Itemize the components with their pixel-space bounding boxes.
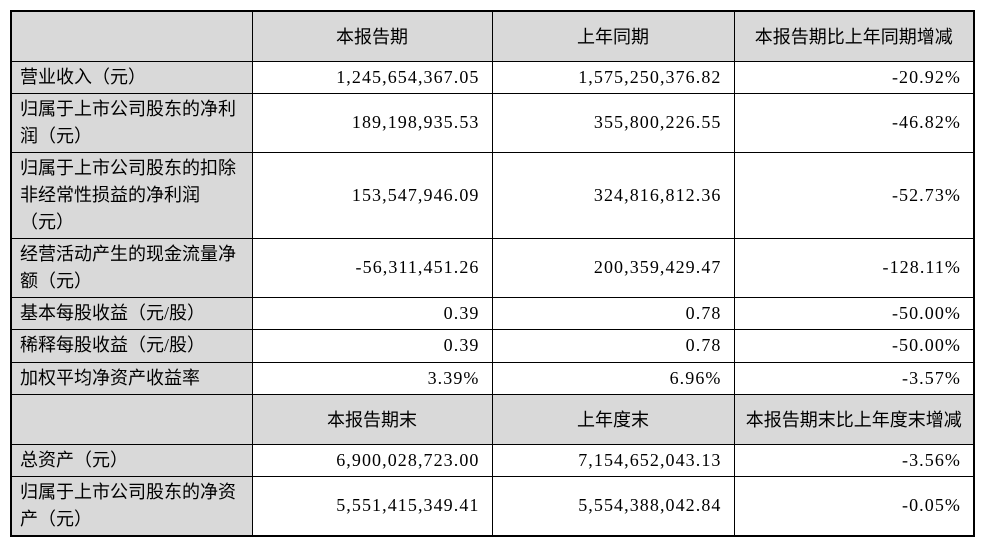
table-row-net-assets: 归属于上市公司股东的净资产（元） 5,551,415,349.41 5,554,…: [10, 475, 975, 536]
value-change: -46.82%: [733, 92, 975, 153]
value-change: -50.00%: [733, 328, 975, 363]
table-row-basic-eps: 基本每股收益（元/股） 0.39 0.78 -50.00%: [10, 296, 975, 330]
column-header-empty: [10, 393, 253, 445]
value-current: 153,547,946.09: [251, 151, 493, 239]
value-change: -3.56%: [733, 443, 975, 477]
value-current: 189,198,935.53: [251, 92, 493, 153]
value-change: -3.57%: [733, 361, 975, 395]
value-current: 3.39%: [251, 361, 493, 395]
value-prior: 6.96%: [491, 361, 735, 395]
column-header-current-period-end: 本报告期末: [251, 393, 493, 445]
column-header-prior-year-end: 上年度末: [491, 393, 735, 445]
row-label: 加权平均净资产收益率: [10, 361, 253, 395]
row-label: 营业收入（元）: [10, 60, 253, 94]
row-label: 归属于上市公司股东的净利润（元）: [10, 92, 253, 153]
column-header-prior-period: 上年同期: [491, 10, 735, 62]
row-label: 基本每股收益（元/股）: [10, 296, 253, 330]
value-prior: 0.78: [491, 296, 735, 330]
row-label: 归属于上市公司股东的净资产（元）: [10, 475, 253, 536]
table-row-net-profit-excl-nonrecurring: 归属于上市公司股东的扣除非经常性损益的净利润（元） 153,547,946.09…: [10, 151, 975, 239]
column-header-empty: [10, 10, 253, 62]
value-prior: 1,575,250,376.82: [491, 60, 735, 94]
row-label: 稀释每股收益（元/股）: [10, 328, 253, 363]
value-prior: 5,554,388,042.84: [491, 475, 735, 536]
value-change: -128.11%: [733, 237, 975, 298]
value-prior: 324,816,812.36: [491, 151, 735, 239]
value-prior: 200,359,429.47: [491, 237, 735, 298]
column-header-period-change: 本报告期比上年同期增减: [733, 10, 975, 62]
row-label: 归属于上市公司股东的扣除非经常性损益的净利润（元）: [10, 151, 253, 239]
table-row-total-assets: 总资产（元） 6,900,028,723.00 7,154,652,043.13…: [10, 443, 975, 477]
column-header-current-period: 本报告期: [251, 10, 493, 62]
value-change: -20.92%: [733, 60, 975, 94]
value-prior: 7,154,652,043.13: [491, 443, 735, 477]
value-current: 6,900,028,723.00: [251, 443, 493, 477]
value-change: -50.00%: [733, 296, 975, 330]
value-prior: 0.78: [491, 328, 735, 363]
value-change: -0.05%: [733, 475, 975, 536]
financial-summary-table: 本报告期 上年同期 本报告期比上年同期增减 营业收入（元） 1,245,654,…: [10, 10, 975, 537]
column-header-period-end-change: 本报告期末比上年度末增减: [733, 393, 975, 445]
value-prior: 355,800,226.55: [491, 92, 735, 153]
value-current: 0.39: [251, 328, 493, 363]
table-row-net-profit: 归属于上市公司股东的净利润（元） 189,198,935.53 355,800,…: [10, 92, 975, 153]
table-row-operating-cash-flow: 经营活动产生的现金流量净额（元） -56,311,451.26 200,359,…: [10, 237, 975, 298]
value-current: 1,245,654,367.05: [251, 60, 493, 94]
value-current: 0.39: [251, 296, 493, 330]
table-row-diluted-eps: 稀释每股收益（元/股） 0.39 0.78 -50.00%: [10, 328, 975, 363]
value-current: 5,551,415,349.41: [251, 475, 493, 536]
value-current: -56,311,451.26: [251, 237, 493, 298]
row-label: 总资产（元）: [10, 443, 253, 477]
value-change: -52.73%: [733, 151, 975, 239]
row-label: 经营活动产生的现金流量净额（元）: [10, 237, 253, 298]
table-row-weighted-avg-roe: 加权平均净资产收益率 3.39% 6.96% -3.57%: [10, 361, 975, 395]
table-header-row-period: 本报告期 上年同期 本报告期比上年同期增减: [10, 10, 975, 62]
table-header-row-period-end: 本报告期末 上年度末 本报告期末比上年度末增减: [10, 393, 975, 445]
table-row-revenue: 营业收入（元） 1,245,654,367.05 1,575,250,376.8…: [10, 60, 975, 94]
